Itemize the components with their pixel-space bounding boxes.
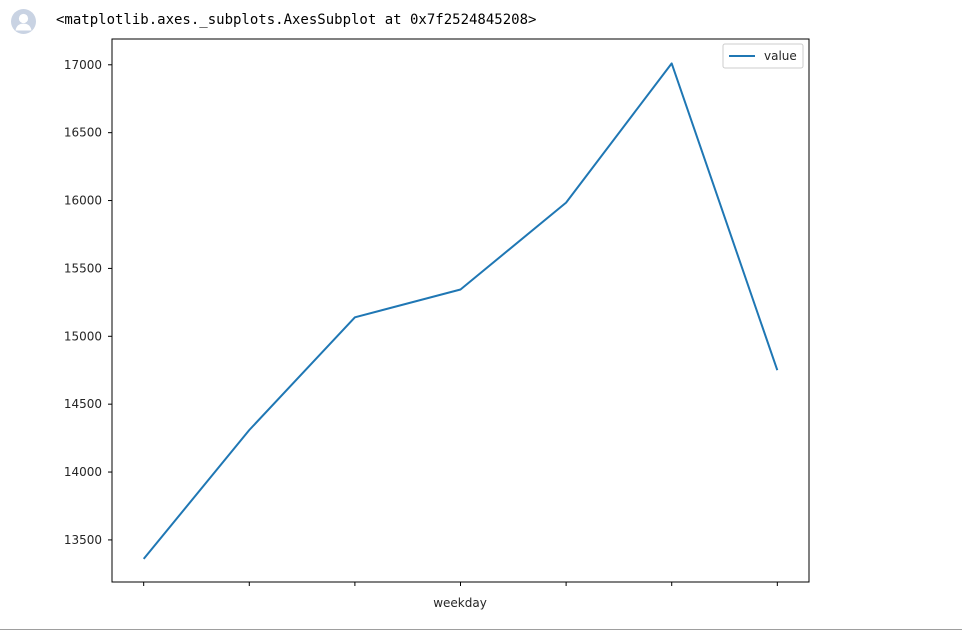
y-tick-label-3: 15000 — [64, 329, 102, 343]
legend-entry-value: value — [764, 49, 797, 63]
y-tick-label-5: 16000 — [64, 194, 102, 208]
y-tick-label-2: 14500 — [64, 397, 102, 411]
series-line-value — [142, 62, 779, 560]
user-avatar-icon — [11, 9, 36, 34]
x-axis — [143, 582, 778, 586]
x-axis-label: weekday — [433, 596, 487, 610]
y-tick-label-6: 16500 — [64, 126, 102, 140]
legend: value — [722, 43, 804, 69]
series-layer — [142, 62, 779, 560]
plot-area-frame — [111, 38, 810, 583]
y-tick-label-7: 17000 — [64, 58, 102, 72]
cell-divider — [0, 629, 962, 630]
y-axis: 13500 14000 14500 15000 15500 16000 16500 17000 — [64, 58, 112, 547]
legend-box — [722, 43, 804, 69]
y-tick-label-1: 14000 — [64, 465, 102, 479]
cell-output-text: <matplotlib.axes._subplots.AxesSubplot a… — [56, 12, 537, 28]
y-tick-label-0: 13500 — [64, 533, 102, 547]
y-tick-label-4: 15500 — [64, 261, 102, 275]
